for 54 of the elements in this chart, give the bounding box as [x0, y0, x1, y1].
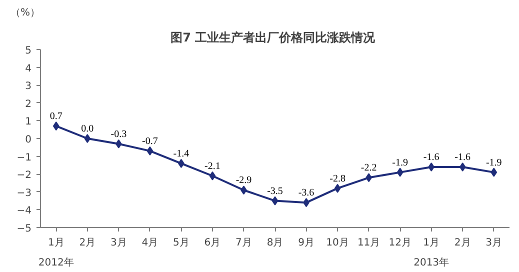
x-tick-label: 3月	[486, 238, 502, 248]
x-tick-label: 1月	[48, 238, 64, 248]
data-label: -3.5	[267, 186, 283, 197]
y-tick-label: −4	[16, 206, 32, 217]
point	[490, 168, 498, 177]
x-tick-label: 3月	[110, 238, 127, 248]
y-tick-label: 1	[25, 116, 32, 128]
x-tick-label: 2月	[454, 238, 471, 248]
data-label: -2.1	[204, 160, 220, 172]
x-tick-label: 2月	[79, 238, 96, 248]
data-label: -1.9	[392, 157, 408, 168]
text: 2013年	[414, 256, 450, 268]
point	[52, 122, 60, 131]
x-tick-label: 1月	[423, 238, 440, 248]
data-label: 0.0	[81, 124, 94, 134]
y-tick-label: −1	[16, 152, 32, 164]
y-tick-label: −3	[16, 188, 32, 199]
y-tick-label: 4	[25, 63, 32, 74]
y-tick-label: 5	[25, 46, 32, 56]
x-tick-label: 4月	[142, 238, 158, 248]
y-tick-label: −2	[16, 170, 32, 182]
point	[84, 134, 91, 143]
data-label: 0.7	[50, 111, 62, 122]
data-label: -1.6	[423, 152, 440, 163]
data-label: -3.6	[298, 188, 314, 199]
data-label: -2.2	[360, 162, 377, 174]
x-tick-label: 6月	[204, 238, 221, 248]
data-label: -2.8	[330, 173, 346, 184]
y-tick-label: −5	[16, 224, 32, 234]
x-tick-label: 7月	[236, 238, 252, 248]
x-tick-label: 9月	[298, 238, 314, 248]
data-label: -1.6	[454, 152, 471, 163]
y-tick-label: 0	[25, 134, 32, 146]
point	[459, 162, 466, 172]
chart-title: 图7 工业生产者出厂价格同比涨跌情况	[170, 30, 376, 44]
y-axis-title: （%）	[10, 8, 40, 18]
x-tick-label: 8月	[266, 238, 284, 248]
point	[146, 146, 154, 156]
data-label: -2.9	[236, 175, 252, 186]
point	[396, 168, 404, 177]
x-tick-label: 5月	[173, 238, 190, 248]
data-label: -0.7	[142, 136, 158, 147]
data-label: -0.3	[110, 128, 127, 140]
y-tick-label: 2	[25, 98, 32, 110]
point	[209, 171, 216, 180]
x-tick-label: 12月	[388, 238, 412, 248]
x-tick-label: 10月	[326, 238, 349, 248]
point	[334, 184, 341, 193]
point	[272, 196, 278, 206]
data-label: -1.4	[173, 148, 190, 160]
y-tick-label: 3	[25, 81, 32, 92]
text: 2012年	[38, 256, 74, 268]
x-tick-label: 11月	[357, 238, 380, 248]
data-label: -1.9	[486, 157, 502, 168]
